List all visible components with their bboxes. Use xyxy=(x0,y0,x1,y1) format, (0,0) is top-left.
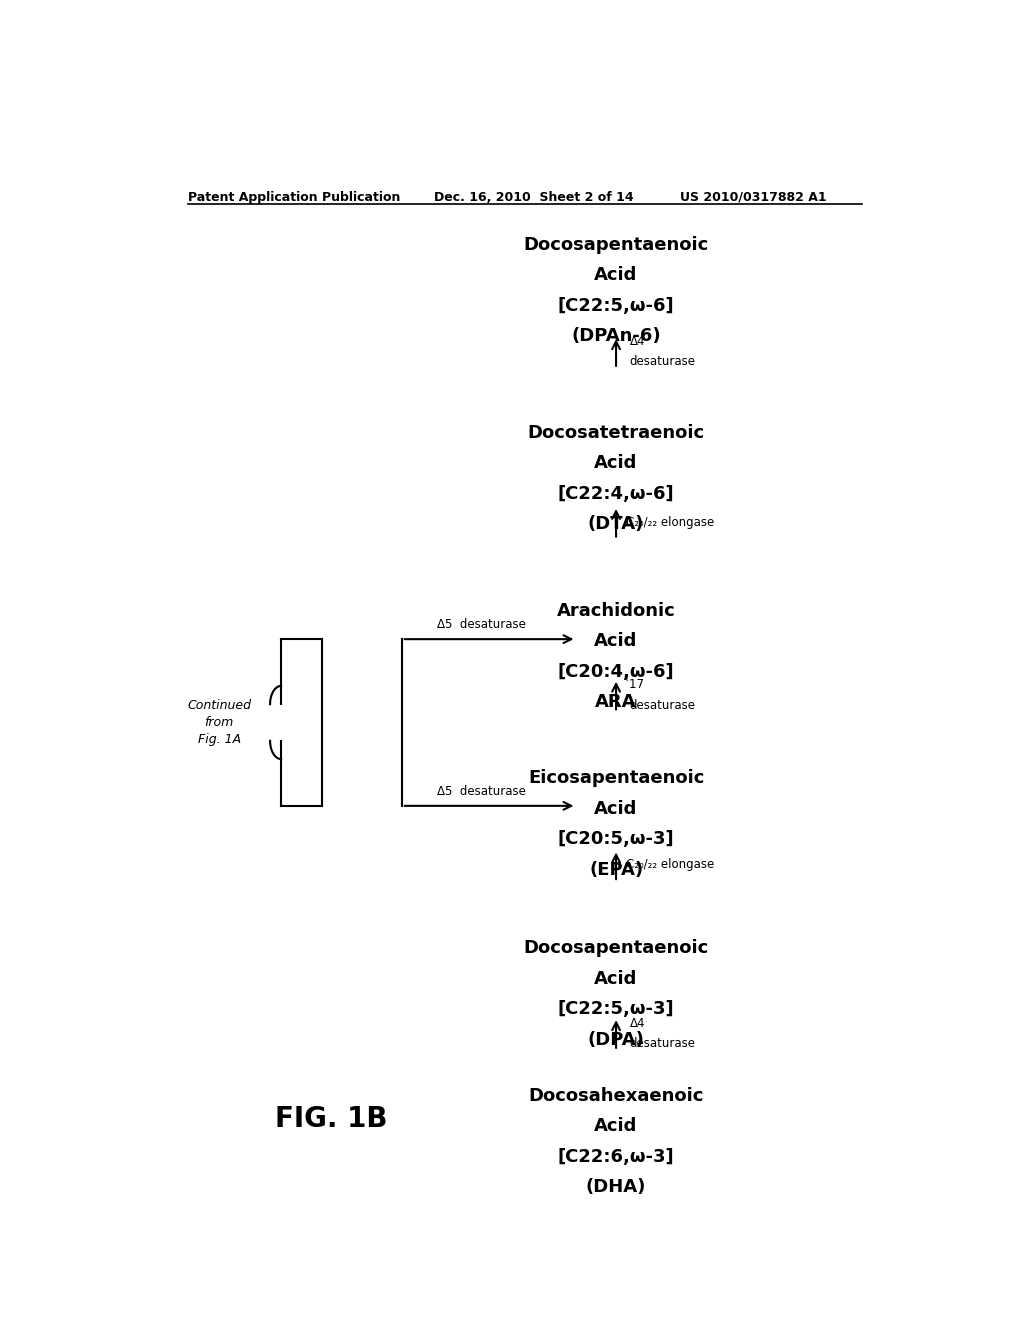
Text: Acid: Acid xyxy=(594,632,638,651)
Text: (DPAn-6): (DPAn-6) xyxy=(571,327,660,346)
Text: FIG. 1B: FIG. 1B xyxy=(274,1105,387,1133)
Text: Dec. 16, 2010  Sheet 2 of 14: Dec. 16, 2010 Sheet 2 of 14 xyxy=(433,190,633,203)
Text: [C20:5,ω-3]: [C20:5,ω-3] xyxy=(558,830,675,849)
Text: C₂₀/₂₂ elongase: C₂₀/₂₂ elongase xyxy=(627,858,715,871)
Text: Δ4: Δ4 xyxy=(630,335,645,348)
Text: C₂₀/₂₂ elongase: C₂₀/₂₂ elongase xyxy=(627,516,715,529)
Text: Acid: Acid xyxy=(594,454,638,473)
Text: Acid: Acid xyxy=(594,267,638,284)
Text: Acid: Acid xyxy=(594,1117,638,1135)
Text: desaturase: desaturase xyxy=(630,698,695,711)
Text: Δ5  desaturase: Δ5 desaturase xyxy=(436,784,525,797)
Text: Eicosapentaenoic: Eicosapentaenoic xyxy=(528,770,705,788)
Text: Docosahexaenoic: Docosahexaenoic xyxy=(528,1086,703,1105)
Text: Arachidonic: Arachidonic xyxy=(557,602,676,619)
Text: [C20:4,ω-6]: [C20:4,ω-6] xyxy=(558,663,675,681)
Text: US 2010/0317882 A1: US 2010/0317882 A1 xyxy=(680,190,826,203)
Text: (DHA): (DHA) xyxy=(586,1177,646,1196)
Text: Docosatetraenoic: Docosatetraenoic xyxy=(527,424,705,442)
Text: Continued
from
Fig. 1A: Continued from Fig. 1A xyxy=(187,700,251,746)
Text: Δ4: Δ4 xyxy=(630,1016,645,1030)
Text: Docosapentaenoic: Docosapentaenoic xyxy=(523,939,709,957)
Text: Δ5  desaturase: Δ5 desaturase xyxy=(436,618,525,631)
Text: [C22:4,ω-6]: [C22:4,ω-6] xyxy=(558,484,675,503)
Text: Patent Application Publication: Patent Application Publication xyxy=(187,190,400,203)
Text: (DPA): (DPA) xyxy=(588,1031,644,1048)
Text: ARA: ARA xyxy=(595,693,637,711)
Text: (EPA): (EPA) xyxy=(589,861,643,879)
Text: [C22:6,ω-3]: [C22:6,ω-3] xyxy=(558,1147,675,1166)
Text: [C22:5,ω-6]: [C22:5,ω-6] xyxy=(558,297,675,314)
Text: Acid: Acid xyxy=(594,800,638,818)
Text: [C22:5,ω-3]: [C22:5,ω-3] xyxy=(558,1001,675,1018)
Text: Acid: Acid xyxy=(594,970,638,987)
Text: (DTA): (DTA) xyxy=(588,515,644,533)
Text: Docosapentaenoic: Docosapentaenoic xyxy=(523,236,709,253)
Text: desaturase: desaturase xyxy=(630,1038,695,1051)
Text: desaturase: desaturase xyxy=(630,355,695,368)
Text: ̔17: ̔17 xyxy=(630,678,644,692)
